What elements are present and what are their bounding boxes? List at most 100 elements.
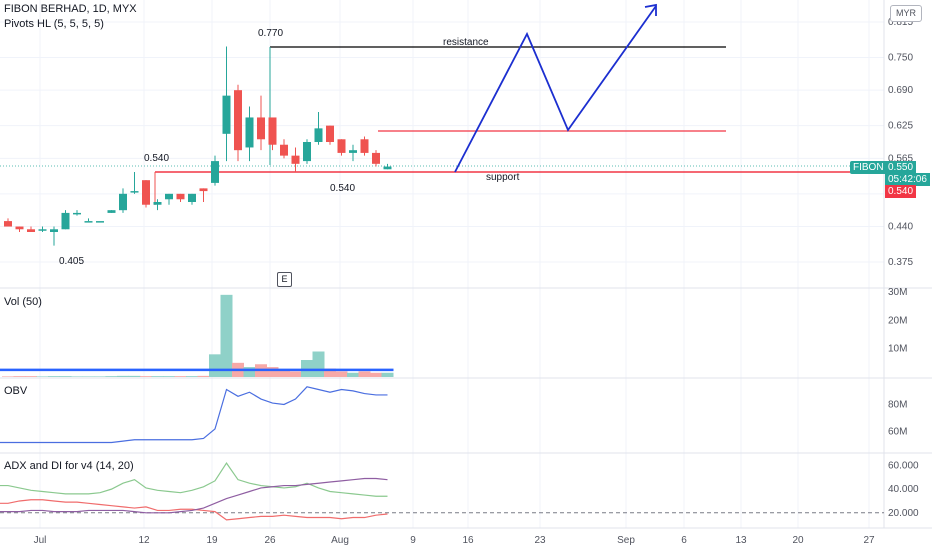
pivot-low-aug: 0.540: [330, 183, 355, 194]
volume-bar: [36, 376, 49, 377]
time-tick-label: 9: [410, 535, 416, 546]
candle-body: [211, 161, 219, 183]
pivot-low-jul: 0.405: [59, 256, 84, 267]
time-tick-label: 27: [863, 535, 875, 546]
obv-legend[interactable]: OBV: [4, 385, 28, 397]
time-tick-label: 16: [462, 535, 474, 546]
candle-body: [245, 117, 254, 148]
price-tick-label: 0.690: [888, 85, 913, 96]
volume-bar: [94, 376, 106, 377]
time-tick-label: 20: [792, 535, 804, 546]
countdown-tag: 05:42:06: [885, 173, 930, 186]
candle-body: [61, 212, 70, 230]
candle-body: [188, 193, 196, 202]
candle-body: [291, 155, 300, 164]
time-tick-label: Sep: [617, 535, 635, 546]
volume-bar: [312, 351, 325, 377]
time-tick-label: 13: [735, 535, 747, 546]
obv-line: [0, 386, 388, 444]
last-price-tag: 0.550: [885, 161, 917, 174]
candle-body: [372, 152, 380, 164]
volume-bar: [209, 354, 221, 377]
candle-body: [268, 117, 277, 145]
time-tick-label: Jul: [34, 535, 47, 546]
candles-layer: [4, 46, 392, 246]
volume-bar: [370, 372, 382, 377]
projection-arrowhead: [644, 3, 657, 16]
adx-tick-label: 40.000: [888, 484, 919, 495]
adx-tick-label: 60.000: [888, 460, 919, 471]
volume-bar: [82, 376, 95, 377]
time-tick-label: 12: [138, 535, 150, 546]
earnings-badge[interactable]: E: [277, 272, 292, 287]
volume-bar: [301, 360, 313, 377]
adx-pane: [0, 462, 884, 521]
volume-bar: [186, 376, 198, 377]
price-tick-label: 0.375: [888, 257, 913, 268]
indicator-legend[interactable]: Pivots HL (5, 5, 5, 5): [4, 18, 104, 30]
di-plus-line: [0, 462, 388, 497]
volume-bar: [117, 375, 129, 377]
price-tick-label: 0.440: [888, 222, 913, 233]
volume-bar: [358, 371, 371, 377]
time-tick-label: 6: [681, 535, 687, 546]
grid: [0, 0, 884, 528]
volume-legend[interactable]: Vol (50): [4, 296, 42, 308]
candle-body: [84, 221, 93, 223]
candle-body: [326, 125, 334, 142]
candle-body: [142, 180, 150, 205]
price-tick-label: 0.750: [888, 52, 913, 63]
volume-bar: [163, 376, 175, 377]
candle-body: [38, 229, 47, 231]
candle-body: [73, 212, 81, 215]
chart-title: FIBON BERHAD, 1D, MYX: [4, 3, 137, 15]
candle-body: [222, 95, 231, 134]
candle-body: [96, 221, 104, 223]
price-tick-label: 0.565: [888, 153, 913, 164]
candle-body: [27, 229, 35, 232]
volume-bar: [48, 376, 60, 377]
volume-bar: [25, 376, 37, 377]
volume-bar: [220, 294, 233, 377]
price-tick-label: 0.625: [888, 121, 913, 132]
pivot-high-jul: 0.540: [144, 153, 169, 164]
candle-body: [303, 142, 311, 162]
volume-bar: [381, 372, 394, 377]
volume-bar: [243, 367, 256, 377]
volume-bar: [289, 371, 302, 377]
candle-body: [4, 221, 12, 227]
candle-body: [360, 139, 369, 153]
symbol-tag: FIBON: [850, 161, 887, 174]
time-tick-label: 23: [534, 535, 546, 546]
di-minus-line: [0, 499, 388, 521]
candle-body: [119, 193, 127, 211]
pivot-high-peak: 0.770: [258, 28, 283, 39]
currency-button[interactable]: MYR: [890, 5, 922, 22]
volume-bar: [151, 376, 164, 377]
candle-body: [383, 166, 392, 170]
obv-pane: [0, 386, 388, 444]
projection-path[interactable]: [454, 3, 657, 173]
candle-body: [199, 188, 208, 192]
volume-tick-label: 20M: [888, 315, 907, 326]
volume-pane: [0, 294, 394, 377]
support-label: support: [486, 172, 520, 183]
support-price-tag: 0.540: [885, 185, 917, 198]
drawings[interactable]: [0, 46, 884, 205]
time-tick-label: 19: [206, 535, 218, 546]
volume-bar: [174, 376, 187, 377]
candle-body: [257, 117, 265, 140]
obv-axis: 80M 60M: [888, 399, 907, 437]
volume-tick-label: 10M: [888, 344, 907, 355]
candle-body: [130, 191, 139, 193]
volume-bar: [59, 376, 72, 377]
time-tick-label: Aug: [331, 535, 349, 546]
adx-legend[interactable]: ADX and DI for v4 (14, 20): [4, 460, 134, 472]
candle-body: [165, 193, 173, 200]
adx-axis: 60.000 40.000 20.000: [888, 460, 919, 518]
volume-bar: [347, 372, 359, 377]
adx-line: [0, 477, 388, 514]
volume-bar: [335, 371, 348, 377]
candle-body: [349, 150, 357, 153]
